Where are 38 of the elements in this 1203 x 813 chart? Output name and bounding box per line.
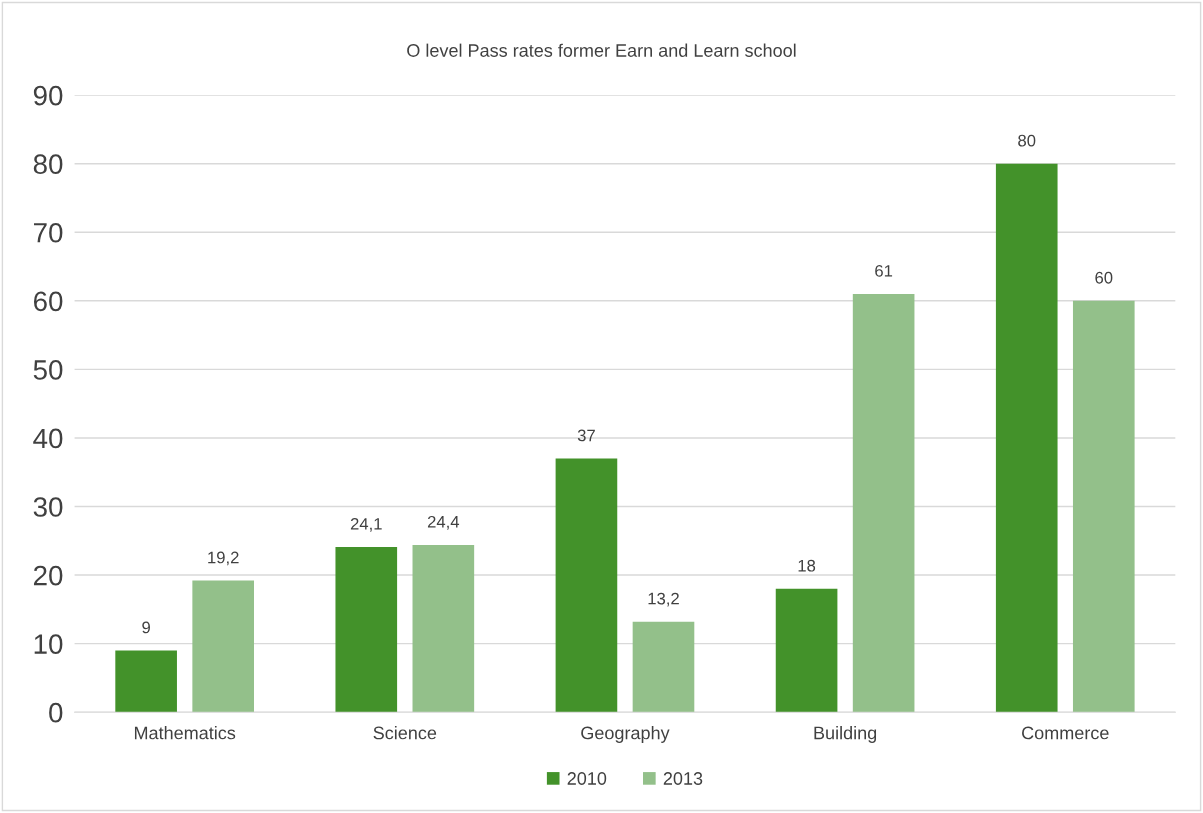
bar bbox=[1072, 300, 1135, 713]
data-label: 13,2 bbox=[648, 592, 679, 607]
y-tick-label: 40 bbox=[33, 428, 63, 449]
legend-label: 2013 bbox=[663, 772, 703, 785]
x-tick-label: Mathematics bbox=[134, 726, 236, 740]
bar bbox=[115, 650, 177, 713]
data-label: 61 bbox=[875, 264, 893, 277]
data-label: 80 bbox=[1018, 134, 1036, 147]
legend-label: 2010 bbox=[567, 772, 607, 785]
data-label: 18 bbox=[798, 559, 816, 572]
x-tick-label: Building bbox=[814, 726, 877, 743]
bar bbox=[775, 588, 838, 713]
data-label: 24,1 bbox=[350, 517, 382, 532]
data-label: 9 bbox=[142, 621, 150, 634]
y-tick-label: 70 bbox=[34, 222, 63, 243]
bar bbox=[192, 580, 255, 713]
bar bbox=[555, 458, 618, 713]
data-label: 19,2 bbox=[208, 551, 239, 566]
y-tick-label: 20 bbox=[33, 565, 63, 586]
data-label: 37 bbox=[577, 429, 595, 442]
data-label: 60 bbox=[1095, 271, 1113, 284]
x-tick-label: Commerce bbox=[1022, 726, 1109, 740]
bar bbox=[995, 163, 1058, 713]
y-tick-label: 0 bbox=[49, 702, 63, 723]
bar bbox=[632, 621, 695, 713]
bar bbox=[412, 544, 475, 713]
y-tick-label: 80 bbox=[33, 154, 63, 175]
bar bbox=[852, 293, 915, 713]
y-tick-label: 90 bbox=[33, 85, 63, 106]
bar bbox=[335, 546, 398, 713]
y-tick-label: 10 bbox=[34, 634, 63, 654]
y-tick-label: 30 bbox=[33, 497, 63, 517]
y-tick-label: 60 bbox=[33, 291, 63, 312]
x-tick-label: Science bbox=[373, 726, 437, 740]
y-tick-label: 50 bbox=[33, 360, 63, 380]
data-label: 24,4 bbox=[427, 515, 460, 530]
x-tick-label: Geography bbox=[581, 726, 670, 743]
chart-title: O level Pass rates former Earn and Learn school bbox=[407, 43, 796, 57]
